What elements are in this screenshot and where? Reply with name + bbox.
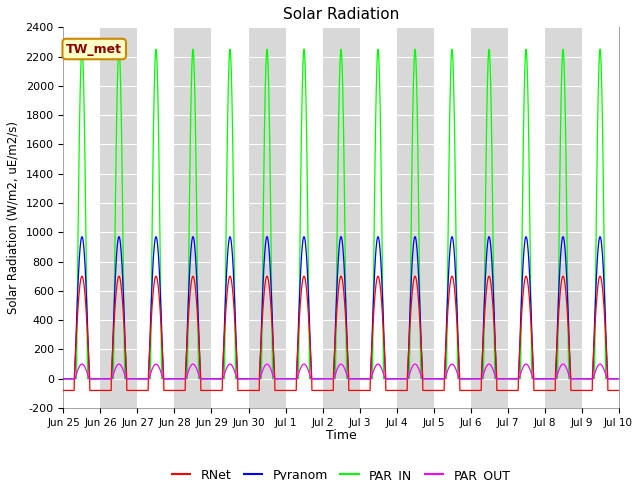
Bar — [323, 27, 360, 408]
Bar — [582, 27, 618, 408]
Bar — [545, 27, 582, 408]
Legend: RNet, Pyranom, PAR_IN, PAR_OUT: RNet, Pyranom, PAR_IN, PAR_OUT — [166, 464, 515, 480]
Bar — [175, 27, 211, 408]
Bar — [470, 27, 508, 408]
Bar — [360, 27, 397, 408]
Bar — [211, 27, 248, 408]
Bar — [433, 27, 470, 408]
Bar — [138, 27, 175, 408]
Text: TW_met: TW_met — [67, 43, 122, 56]
Bar — [285, 27, 323, 408]
Bar — [508, 27, 545, 408]
X-axis label: Time: Time — [326, 429, 356, 442]
Bar — [248, 27, 285, 408]
Title: Solar Radiation: Solar Radiation — [283, 7, 399, 22]
Bar — [100, 27, 138, 408]
Bar — [397, 27, 433, 408]
Y-axis label: Solar Radiation (W/m2, uE/m2/s): Solar Radiation (W/m2, uE/m2/s) — [7, 121, 20, 314]
Bar — [63, 27, 100, 408]
